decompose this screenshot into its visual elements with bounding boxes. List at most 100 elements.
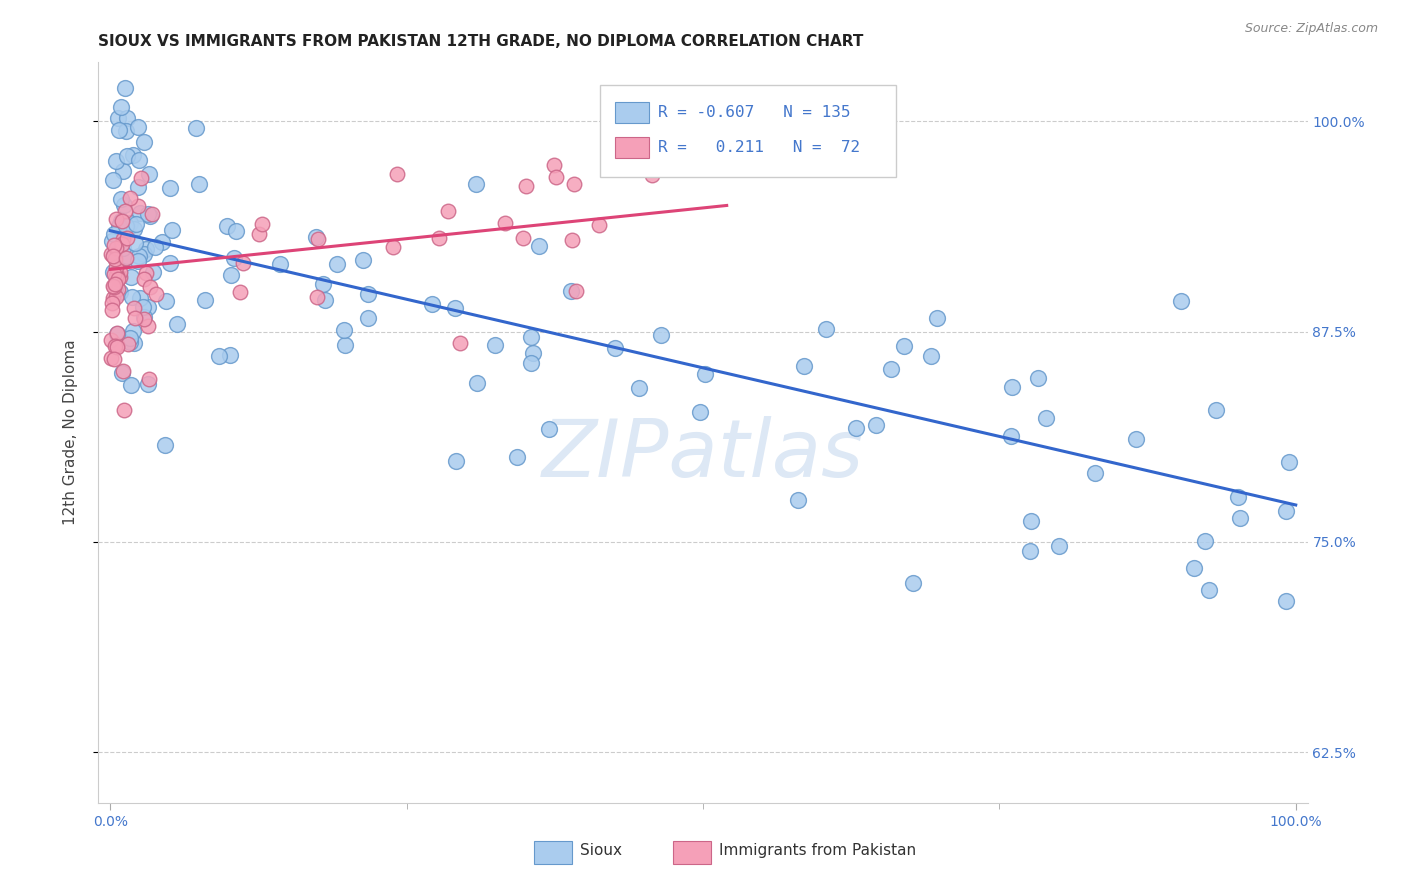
Point — [101, 265, 124, 279]
Point — [120, 270, 142, 285]
Point — [107, 244, 129, 258]
Point — [603, 341, 626, 355]
Point — [920, 349, 942, 363]
Point — [111, 366, 134, 380]
Point — [153, 437, 176, 451]
Point — [449, 336, 471, 351]
Point — [114, 251, 136, 265]
Point — [124, 311, 146, 326]
Point — [385, 167, 408, 181]
Point — [129, 171, 152, 186]
Point — [105, 340, 128, 354]
Point — [105, 242, 128, 256]
Point — [110, 236, 132, 251]
Point — [105, 326, 128, 341]
Point — [443, 301, 465, 315]
Point — [815, 322, 838, 336]
Point — [546, 169, 568, 184]
Point — [101, 249, 124, 263]
Point — [1125, 432, 1147, 446]
Point — [159, 256, 181, 270]
Point — [115, 231, 138, 245]
Text: SIOUX VS IMMIGRANTS FROM PAKISTAN 12TH GRADE, NO DIPLOMA CORRELATION CHART: SIOUX VS IMMIGRANTS FROM PAKISTAN 12TH G… — [98, 34, 863, 49]
Point — [1278, 455, 1301, 469]
Point — [159, 181, 181, 195]
Point — [115, 219, 138, 233]
Point — [465, 376, 488, 390]
Point — [219, 268, 242, 282]
Point — [139, 280, 162, 294]
Point — [100, 247, 122, 261]
Point — [105, 326, 128, 340]
Point — [127, 179, 149, 194]
Point — [120, 377, 142, 392]
Point — [224, 251, 246, 265]
Point — [1275, 504, 1298, 518]
Point — [104, 153, 127, 168]
Point — [166, 317, 188, 331]
Point — [352, 253, 374, 268]
Point — [118, 331, 141, 345]
Point — [506, 450, 529, 465]
Point — [444, 454, 467, 468]
Point — [118, 335, 141, 350]
Point — [139, 209, 162, 223]
Point — [132, 272, 155, 286]
Point — [520, 356, 543, 370]
Point — [128, 249, 150, 263]
Point — [128, 291, 150, 305]
Point — [382, 240, 405, 254]
Point — [650, 328, 672, 343]
Point — [1205, 402, 1227, 417]
Point — [1229, 511, 1251, 525]
Point — [520, 330, 543, 344]
Point — [124, 235, 146, 250]
Point — [103, 280, 125, 294]
Point — [122, 301, 145, 315]
Point — [155, 293, 177, 308]
Y-axis label: 12th Grade, No Diploma: 12th Grade, No Diploma — [63, 340, 77, 525]
Point — [208, 349, 231, 363]
Point — [522, 346, 544, 360]
FancyBboxPatch shape — [600, 85, 897, 178]
Point — [1170, 294, 1192, 309]
Point — [114, 80, 136, 95]
Point — [145, 287, 167, 301]
Point — [793, 359, 815, 374]
Point — [312, 277, 335, 291]
Point — [925, 310, 948, 325]
Point — [845, 421, 868, 435]
Point — [100, 334, 122, 348]
Point — [326, 257, 349, 271]
Point — [117, 336, 139, 351]
Point — [101, 234, 124, 248]
Point — [125, 217, 148, 231]
Point — [122, 336, 145, 351]
Point — [111, 237, 134, 252]
Point — [100, 351, 122, 366]
Point — [333, 337, 356, 351]
Point — [110, 192, 132, 206]
Point — [107, 122, 129, 136]
Point — [105, 269, 128, 284]
Point — [104, 277, 127, 292]
Point — [107, 271, 129, 285]
Point — [115, 252, 138, 266]
Point — [135, 242, 157, 256]
Point — [865, 418, 887, 433]
Point — [103, 237, 125, 252]
Point — [512, 231, 534, 245]
Point — [1184, 561, 1206, 575]
Point — [515, 178, 537, 193]
Point — [184, 120, 207, 135]
Text: Source: ZipAtlas.com: Source: ZipAtlas.com — [1244, 22, 1378, 36]
Point — [543, 158, 565, 172]
Point — [110, 285, 132, 300]
Point — [136, 377, 159, 392]
Point — [250, 217, 273, 231]
Point — [588, 219, 610, 233]
Point — [100, 303, 122, 318]
Point — [219, 348, 242, 362]
Point — [1194, 534, 1216, 549]
Point — [138, 167, 160, 181]
